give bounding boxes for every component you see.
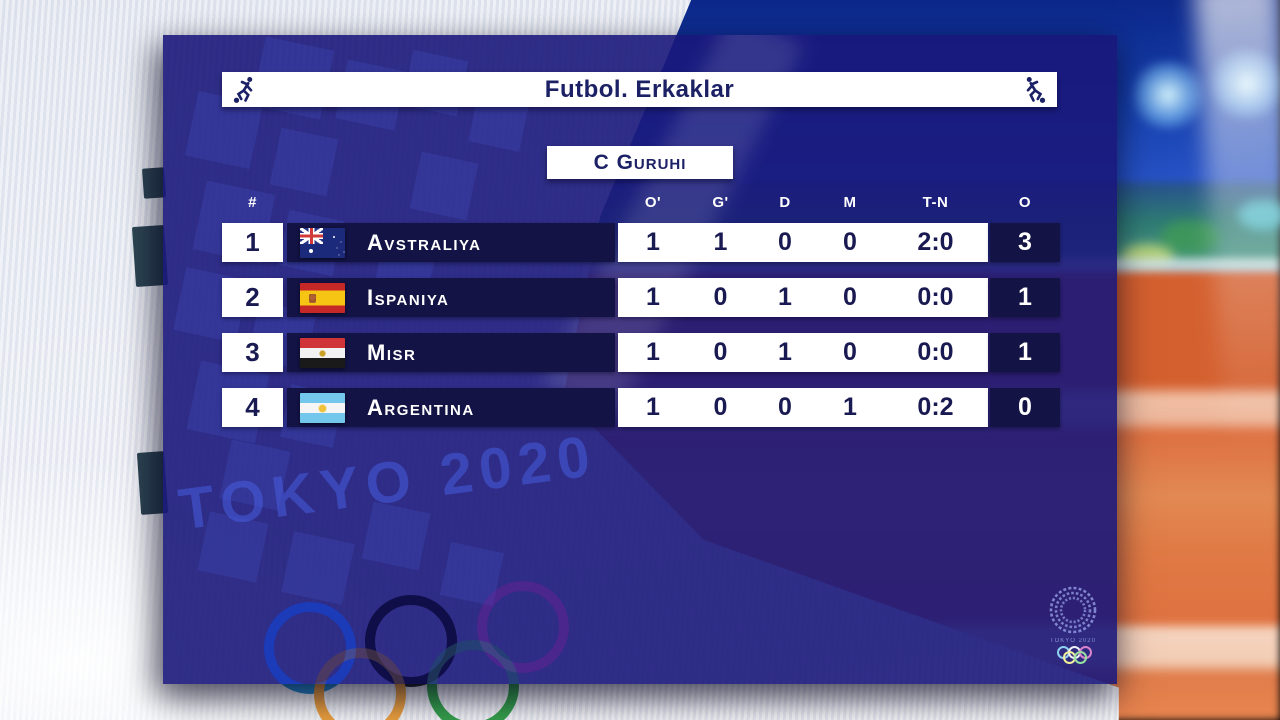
rank-cell: 1	[222, 223, 283, 262]
rank-cell: 3	[222, 333, 283, 372]
stat-played: 1	[646, 393, 660, 421]
stat-goals: 0:2	[917, 393, 954, 421]
checker-square	[281, 531, 355, 605]
emblem-wreath-icon	[1049, 586, 1097, 634]
argentina-flag-icon	[300, 392, 345, 423]
stat-draws: 1	[778, 338, 792, 366]
column-header-goals: T-N	[922, 194, 949, 211]
stat-losses: 0	[843, 228, 857, 256]
team-cell: Argentina	[287, 388, 615, 427]
points-cell: 0	[990, 388, 1060, 427]
stat-draws: 1	[778, 283, 792, 311]
footballer-icon	[1026, 76, 1046, 103]
stat-losses: 1	[843, 393, 857, 421]
team-name: Misr	[367, 339, 417, 365]
stat-wins: 0	[713, 338, 728, 366]
table-row: 2 Ispaniya 1 0 1 0 0:0 1	[163, 278, 1117, 317]
table-row: 4 Argentina 1 0 0 1 0:2 0	[163, 388, 1117, 427]
spain-flag-icon	[300, 282, 345, 313]
team-cell: Misr	[287, 333, 615, 372]
stat-played: 1	[646, 338, 660, 366]
stat-losses: 0	[843, 338, 857, 366]
rank-cell: 4	[222, 388, 283, 427]
stats-cell: 1 0 1 0 0:0	[618, 278, 988, 317]
stat-draws: 0	[778, 228, 792, 256]
checker-square	[409, 151, 479, 221]
australia-flag-icon	[300, 227, 345, 258]
stat-wins: 1	[713, 228, 728, 256]
table-row: 1 Avstraliya 1 1 0 0 2:0 3	[163, 223, 1117, 262]
team-cell: Avstraliya	[287, 223, 615, 262]
stat-goals: 0:0	[917, 283, 954, 311]
column-header-rank: #	[248, 194, 257, 211]
stats-cell: 1 0 1 0 0:0	[618, 333, 988, 372]
stat-wins: 0	[713, 393, 728, 421]
olympic-ring-blue-tint	[264, 602, 356, 684]
team-name: Ispaniya	[367, 284, 450, 310]
emblem-caption: TOKYO 2020	[1050, 638, 1096, 644]
stat-draws: 0	[778, 393, 792, 421]
stat-played: 1	[646, 228, 660, 256]
stat-wins: 0	[713, 283, 728, 311]
stadium-light-icon	[1128, 60, 1208, 130]
tokyo2020-emblem: TOKYO 2020	[1035, 583, 1111, 675]
column-header-points: O	[1018, 194, 1032, 211]
team-cell: Ispaniya	[287, 278, 615, 317]
olympic-ring-red-tint	[477, 581, 569, 673]
column-header-wins: G'	[712, 194, 729, 211]
team-name: Argentina	[367, 394, 475, 420]
column-header-played: O'	[644, 194, 662, 211]
footballer-icon	[233, 76, 253, 103]
column-headers-stats: O' G' D M T-N	[618, 193, 988, 213]
team-name: Avstraliya	[367, 229, 482, 255]
egypt-flag-icon	[300, 337, 345, 368]
points-cell: 1	[990, 333, 1060, 372]
stat-goals: 2:0	[917, 228, 954, 256]
group-label: C Guruhi	[547, 146, 733, 179]
table-row: 3 Misr 1 0 1 0 0:0 1	[163, 333, 1117, 372]
standings-panel: TOKYO 2020 Futbol. Erkaklar	[163, 35, 1117, 684]
stats-cell: 1 0 0 1 0:2	[618, 388, 988, 427]
page-title: Futbol. Erkaklar	[544, 75, 735, 103]
stat-losses: 0	[843, 283, 857, 311]
stat-played: 1	[646, 283, 660, 311]
checker-square	[269, 127, 339, 197]
title-bar: Futbol. Erkaklar	[222, 72, 1057, 107]
olympic-ring-black-tint	[365, 595, 457, 684]
points-cell: 1	[990, 278, 1060, 317]
mini-olympic-rings-icon	[1053, 646, 1093, 664]
rank-cell: 2	[222, 278, 283, 317]
stat-goals: 0:0	[917, 338, 954, 366]
column-header-losses: M	[843, 194, 857, 211]
points-cell: 3	[990, 223, 1060, 262]
column-header-draws: D	[779, 194, 791, 211]
stats-cell: 1 1 0 0 2:0	[618, 223, 988, 262]
